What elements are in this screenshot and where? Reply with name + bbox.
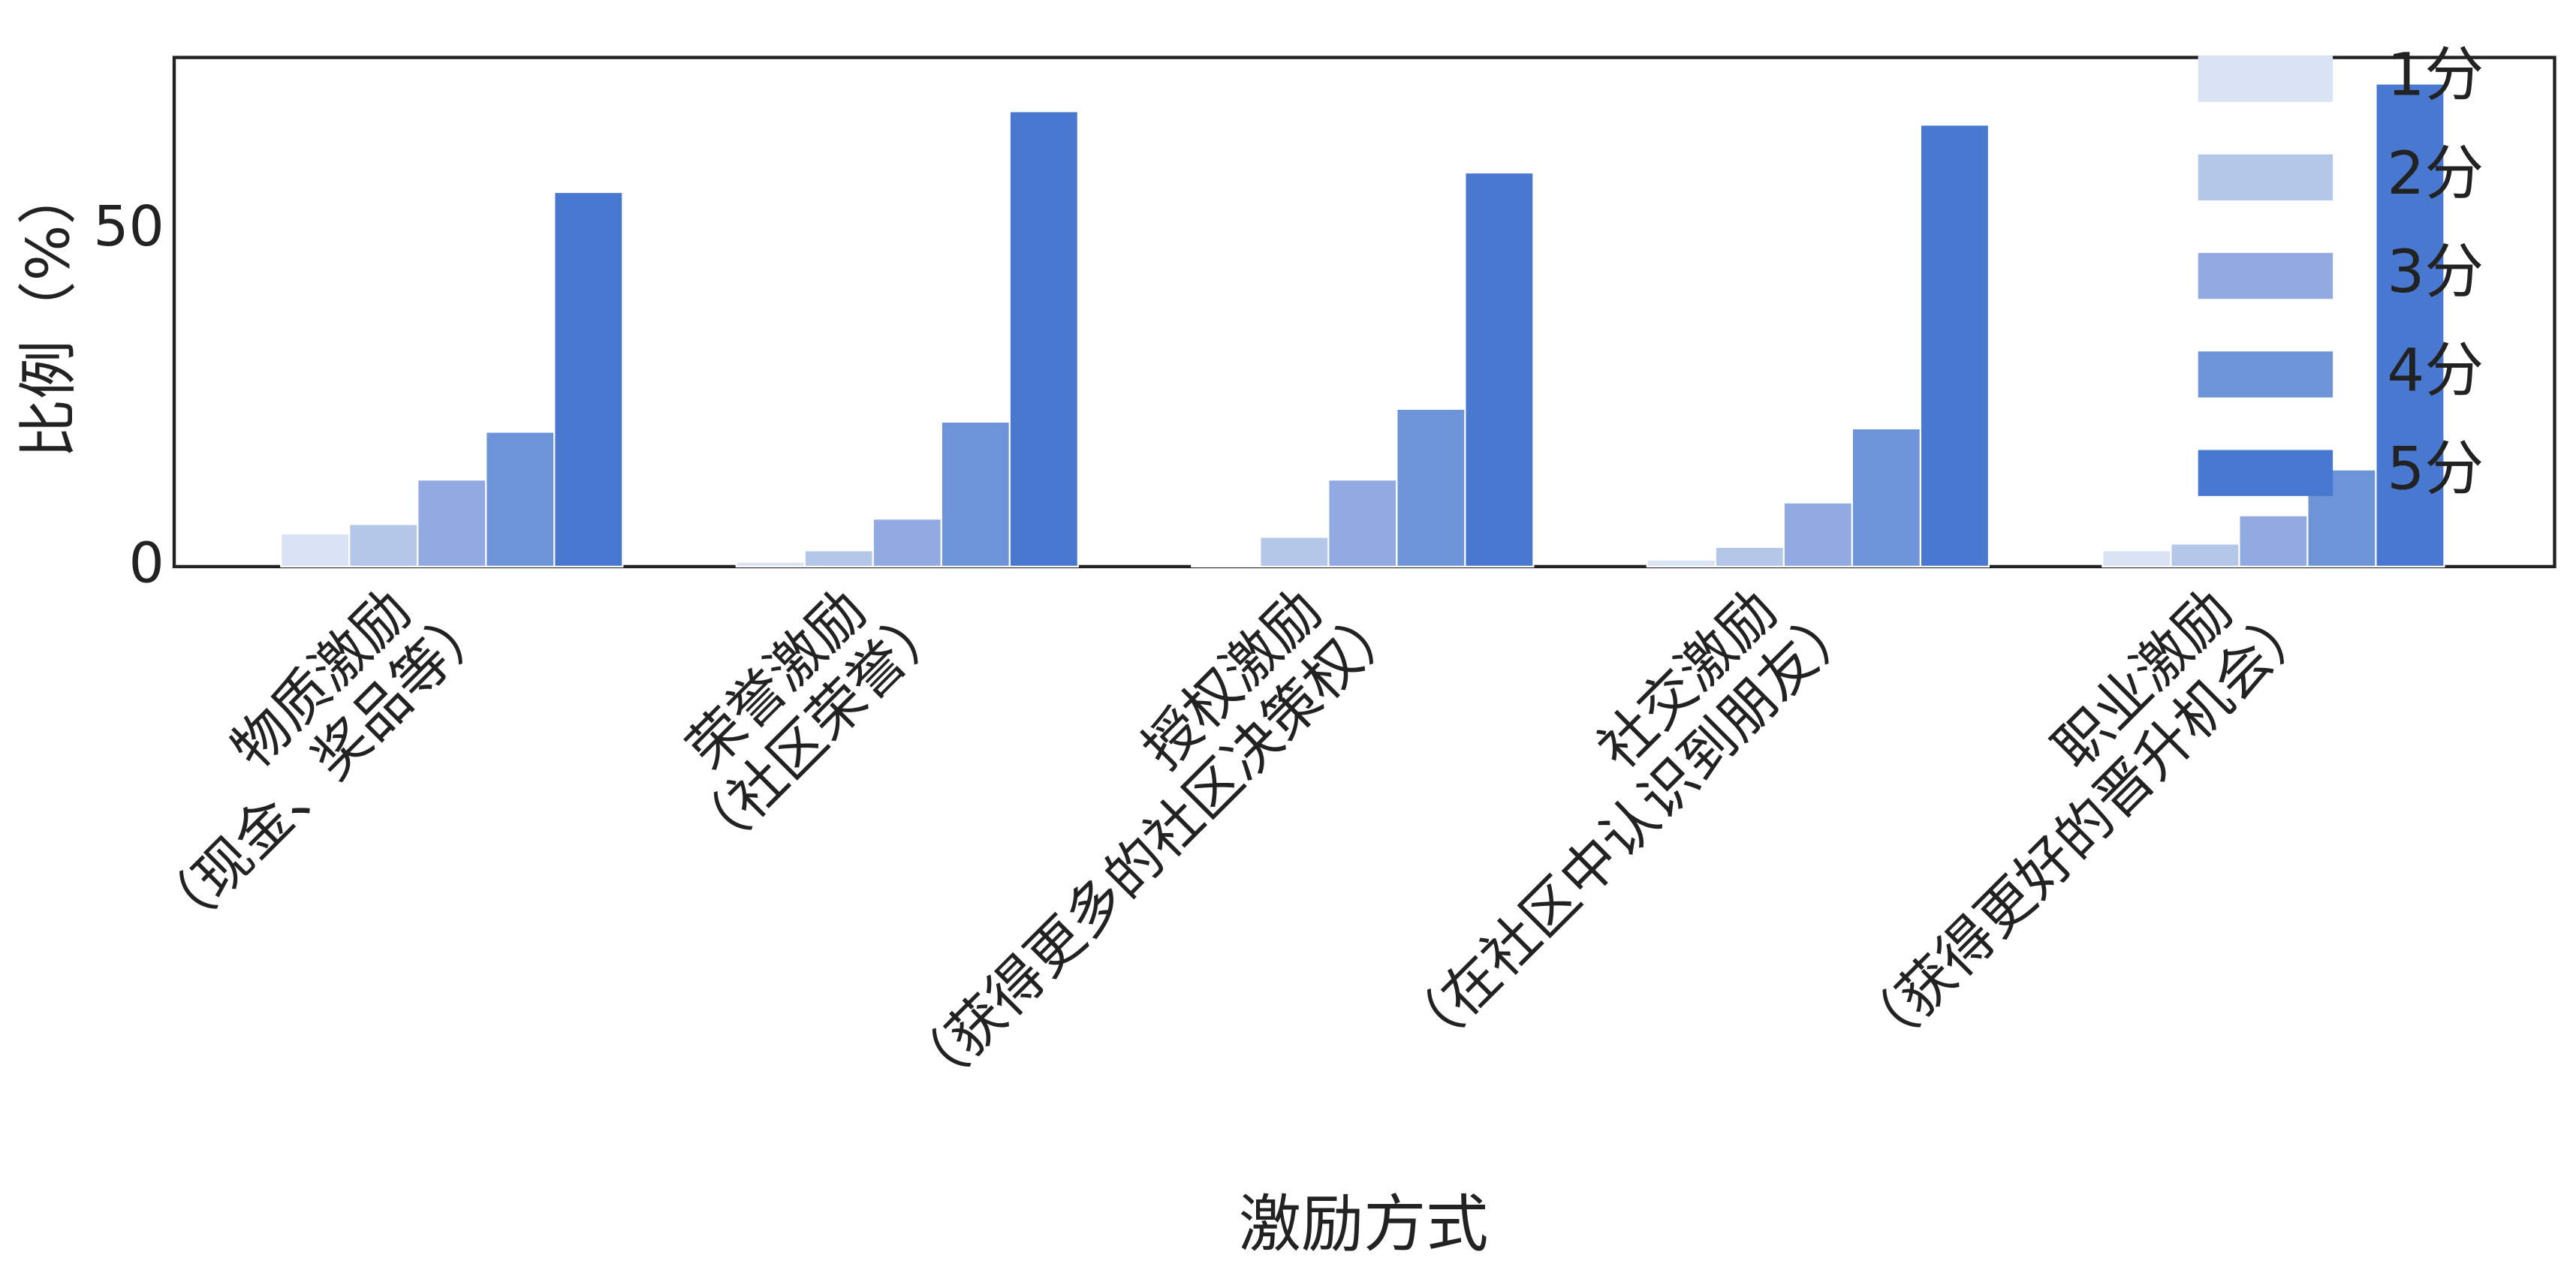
bar (1646, 558, 1716, 567)
bar (1008, 110, 1079, 567)
legend-label: 5分 (2387, 435, 2484, 504)
bar (1464, 171, 1535, 567)
legend-label: 1分 (2387, 41, 2484, 110)
bar (735, 561, 806, 567)
bar (1259, 536, 1330, 567)
bar (1396, 408, 1466, 567)
bar (1919, 124, 1990, 567)
bar (1714, 546, 1785, 567)
bar (2170, 543, 2240, 567)
legend-swatch (2198, 252, 2333, 299)
x-tick-label-line: （获得更多的社区决策权） (894, 588, 1415, 1108)
legend-swatch (2198, 450, 2333, 496)
x-axis-label: 激励方式 (1239, 1188, 1489, 1261)
bar (1327, 479, 1398, 567)
legend-swatch (2198, 56, 2333, 102)
bar (553, 191, 624, 567)
x-tick-label: 物质激励（现金、奖品等） (96, 542, 504, 949)
x-tick-label: 荣誉激励（社区荣誉） (630, 542, 959, 871)
legend-swatch (2198, 351, 2333, 398)
bar (485, 431, 556, 567)
bar (940, 420, 1011, 567)
legend-label: 4分 (2387, 336, 2484, 405)
x-tick-label: 社交激励（在社区中认识到朋友） (1343, 542, 1869, 1068)
bar (348, 523, 419, 567)
x-tick-label-line: （获得更好的晋升机会） (1844, 588, 2324, 1068)
bar (1782, 501, 1853, 567)
bar (872, 518, 942, 567)
y-tick-label: 0 (129, 530, 164, 595)
x-tick-label: 职业激励（获得更好的晋升机会） (1799, 542, 2325, 1068)
bar (1851, 427, 1921, 567)
bar (2238, 514, 2309, 567)
bar (2375, 83, 2445, 567)
legend-label: 2分 (2387, 139, 2484, 208)
bar (280, 532, 351, 567)
legend-label: 3分 (2387, 237, 2484, 306)
legend-swatch (2198, 154, 2333, 200)
x-tick-label-line: （在社区中认识到朋友） (1389, 588, 1869, 1068)
bar (803, 549, 874, 567)
bar (1191, 564, 1261, 567)
y-axis-label: 比例（%） (14, 166, 83, 459)
bar (417, 479, 487, 567)
bar (2101, 549, 2172, 567)
bar (2306, 468, 2377, 567)
y-tick-label: 50 (93, 194, 164, 259)
